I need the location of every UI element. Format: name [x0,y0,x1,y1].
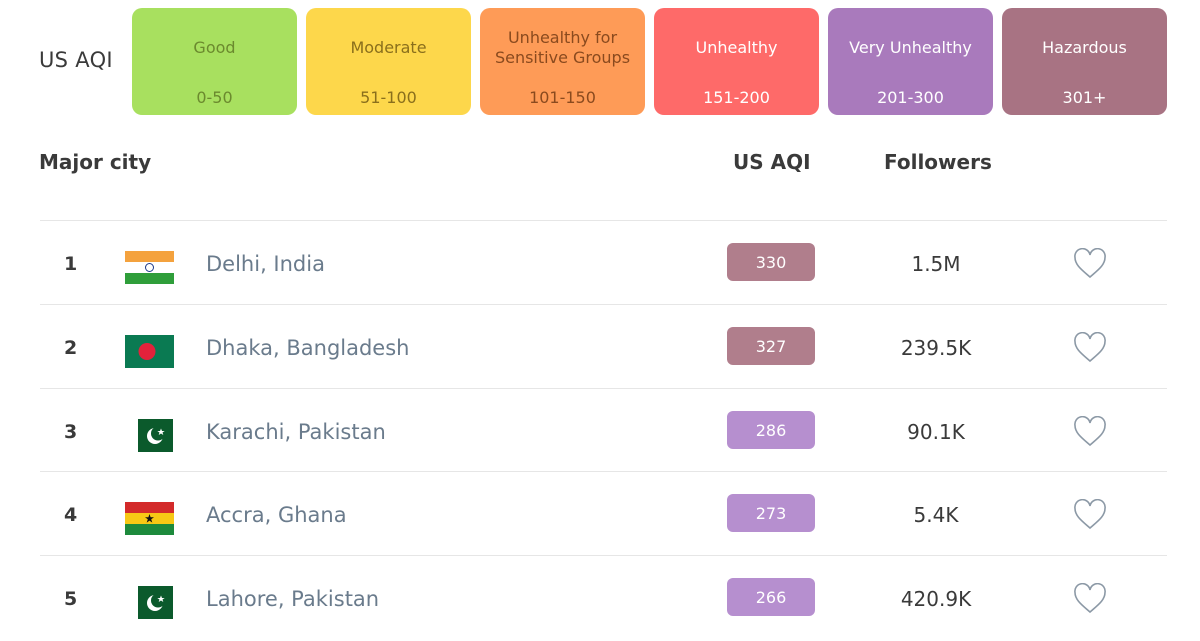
aqi-badge: 330 [727,243,815,281]
aqi-badge: 273 [727,494,815,532]
table-row[interactable]: 2 Dhaka, Bangladesh 327 239.5K [0,307,1200,390]
scale-very-unhealthy: Very Unhealthy 201-300 [828,8,993,115]
scale-range: 151-200 [703,88,770,107]
city-link[interactable]: Lahore, Pakistan [206,587,380,611]
row-divider [40,220,1167,221]
aqi-badge: 327 [727,327,815,365]
city-link[interactable]: Delhi, India [206,252,325,276]
row-divider [40,471,1167,472]
aqi-badge: 286 [727,411,815,449]
scale-label: Unhealthy [695,38,778,57]
scale-good: Good 0-50 [132,8,297,115]
scale-range: 0-50 [196,88,233,107]
column-header-city: Major city [39,150,152,174]
table-row[interactable]: 3 Karachi, Pakistan 286 90.1K [0,391,1200,474]
column-header-followers: Followers [884,150,992,174]
city-link[interactable]: Dhaka, Bangladesh [206,336,410,360]
heart-outline-icon[interactable] [1073,416,1107,447]
scale-label: Very Unhealthy [849,38,972,57]
heart-outline-icon[interactable] [1073,583,1107,614]
scale-range: 101-150 [529,88,596,107]
city-link[interactable]: Accra, Ghana [206,503,347,527]
rank-number: 4 [64,504,78,526]
rank-number: 2 [64,337,78,359]
pakistan-flag-icon [138,586,173,619]
india-flag-icon [125,251,174,284]
heart-outline-icon[interactable] [1073,248,1107,279]
column-header-aqi: US AQI [733,150,811,174]
scale-unhealthy: Unhealthy 151-200 [654,8,819,115]
row-divider [40,555,1167,556]
scale-label: Moderate [350,38,427,57]
scale-unhealthy-sensitive: Unhealthy for Sensitive Groups 101-150 [480,8,645,115]
followers-count: 90.1K [907,420,965,444]
rank-number: 5 [64,588,78,610]
scale-moderate: Moderate 51-100 [306,8,471,115]
scale-label: Good [193,38,236,57]
scale-label: Unhealthy for Sensitive Groups [494,28,631,67]
table-row[interactable]: 1 Delhi, India 330 1.5M [0,223,1200,306]
followers-count: 420.9K [900,587,972,611]
row-divider [40,388,1167,389]
ghana-flag-icon [125,502,174,535]
scale-range: 301+ [1062,88,1107,107]
table-row[interactable]: 5 Lahore, Pakistan 266 420.9K [0,558,1200,641]
scale-label: Hazardous [1042,38,1127,57]
aqi-badge: 266 [727,578,815,616]
table-row[interactable]: 4 Accra, Ghana 273 5.4K [0,474,1200,557]
city-link[interactable]: Karachi, Pakistan [206,420,386,444]
aqi-legend-title: US AQI [39,48,113,72]
rank-number: 3 [64,421,78,443]
row-divider [40,304,1167,305]
followers-count: 239.5K [900,336,972,360]
heart-outline-icon[interactable] [1073,499,1107,530]
heart-outline-icon[interactable] [1073,332,1107,363]
scale-hazardous: Hazardous 301+ [1002,8,1167,115]
followers-count: 1.5M [911,252,961,276]
rank-number: 1 [64,253,78,275]
pakistan-flag-icon [138,419,173,452]
followers-count: 5.4K [913,503,959,527]
scale-range: 51-100 [360,88,417,107]
bangladesh-flag-icon [125,335,174,368]
scale-range: 201-300 [877,88,944,107]
